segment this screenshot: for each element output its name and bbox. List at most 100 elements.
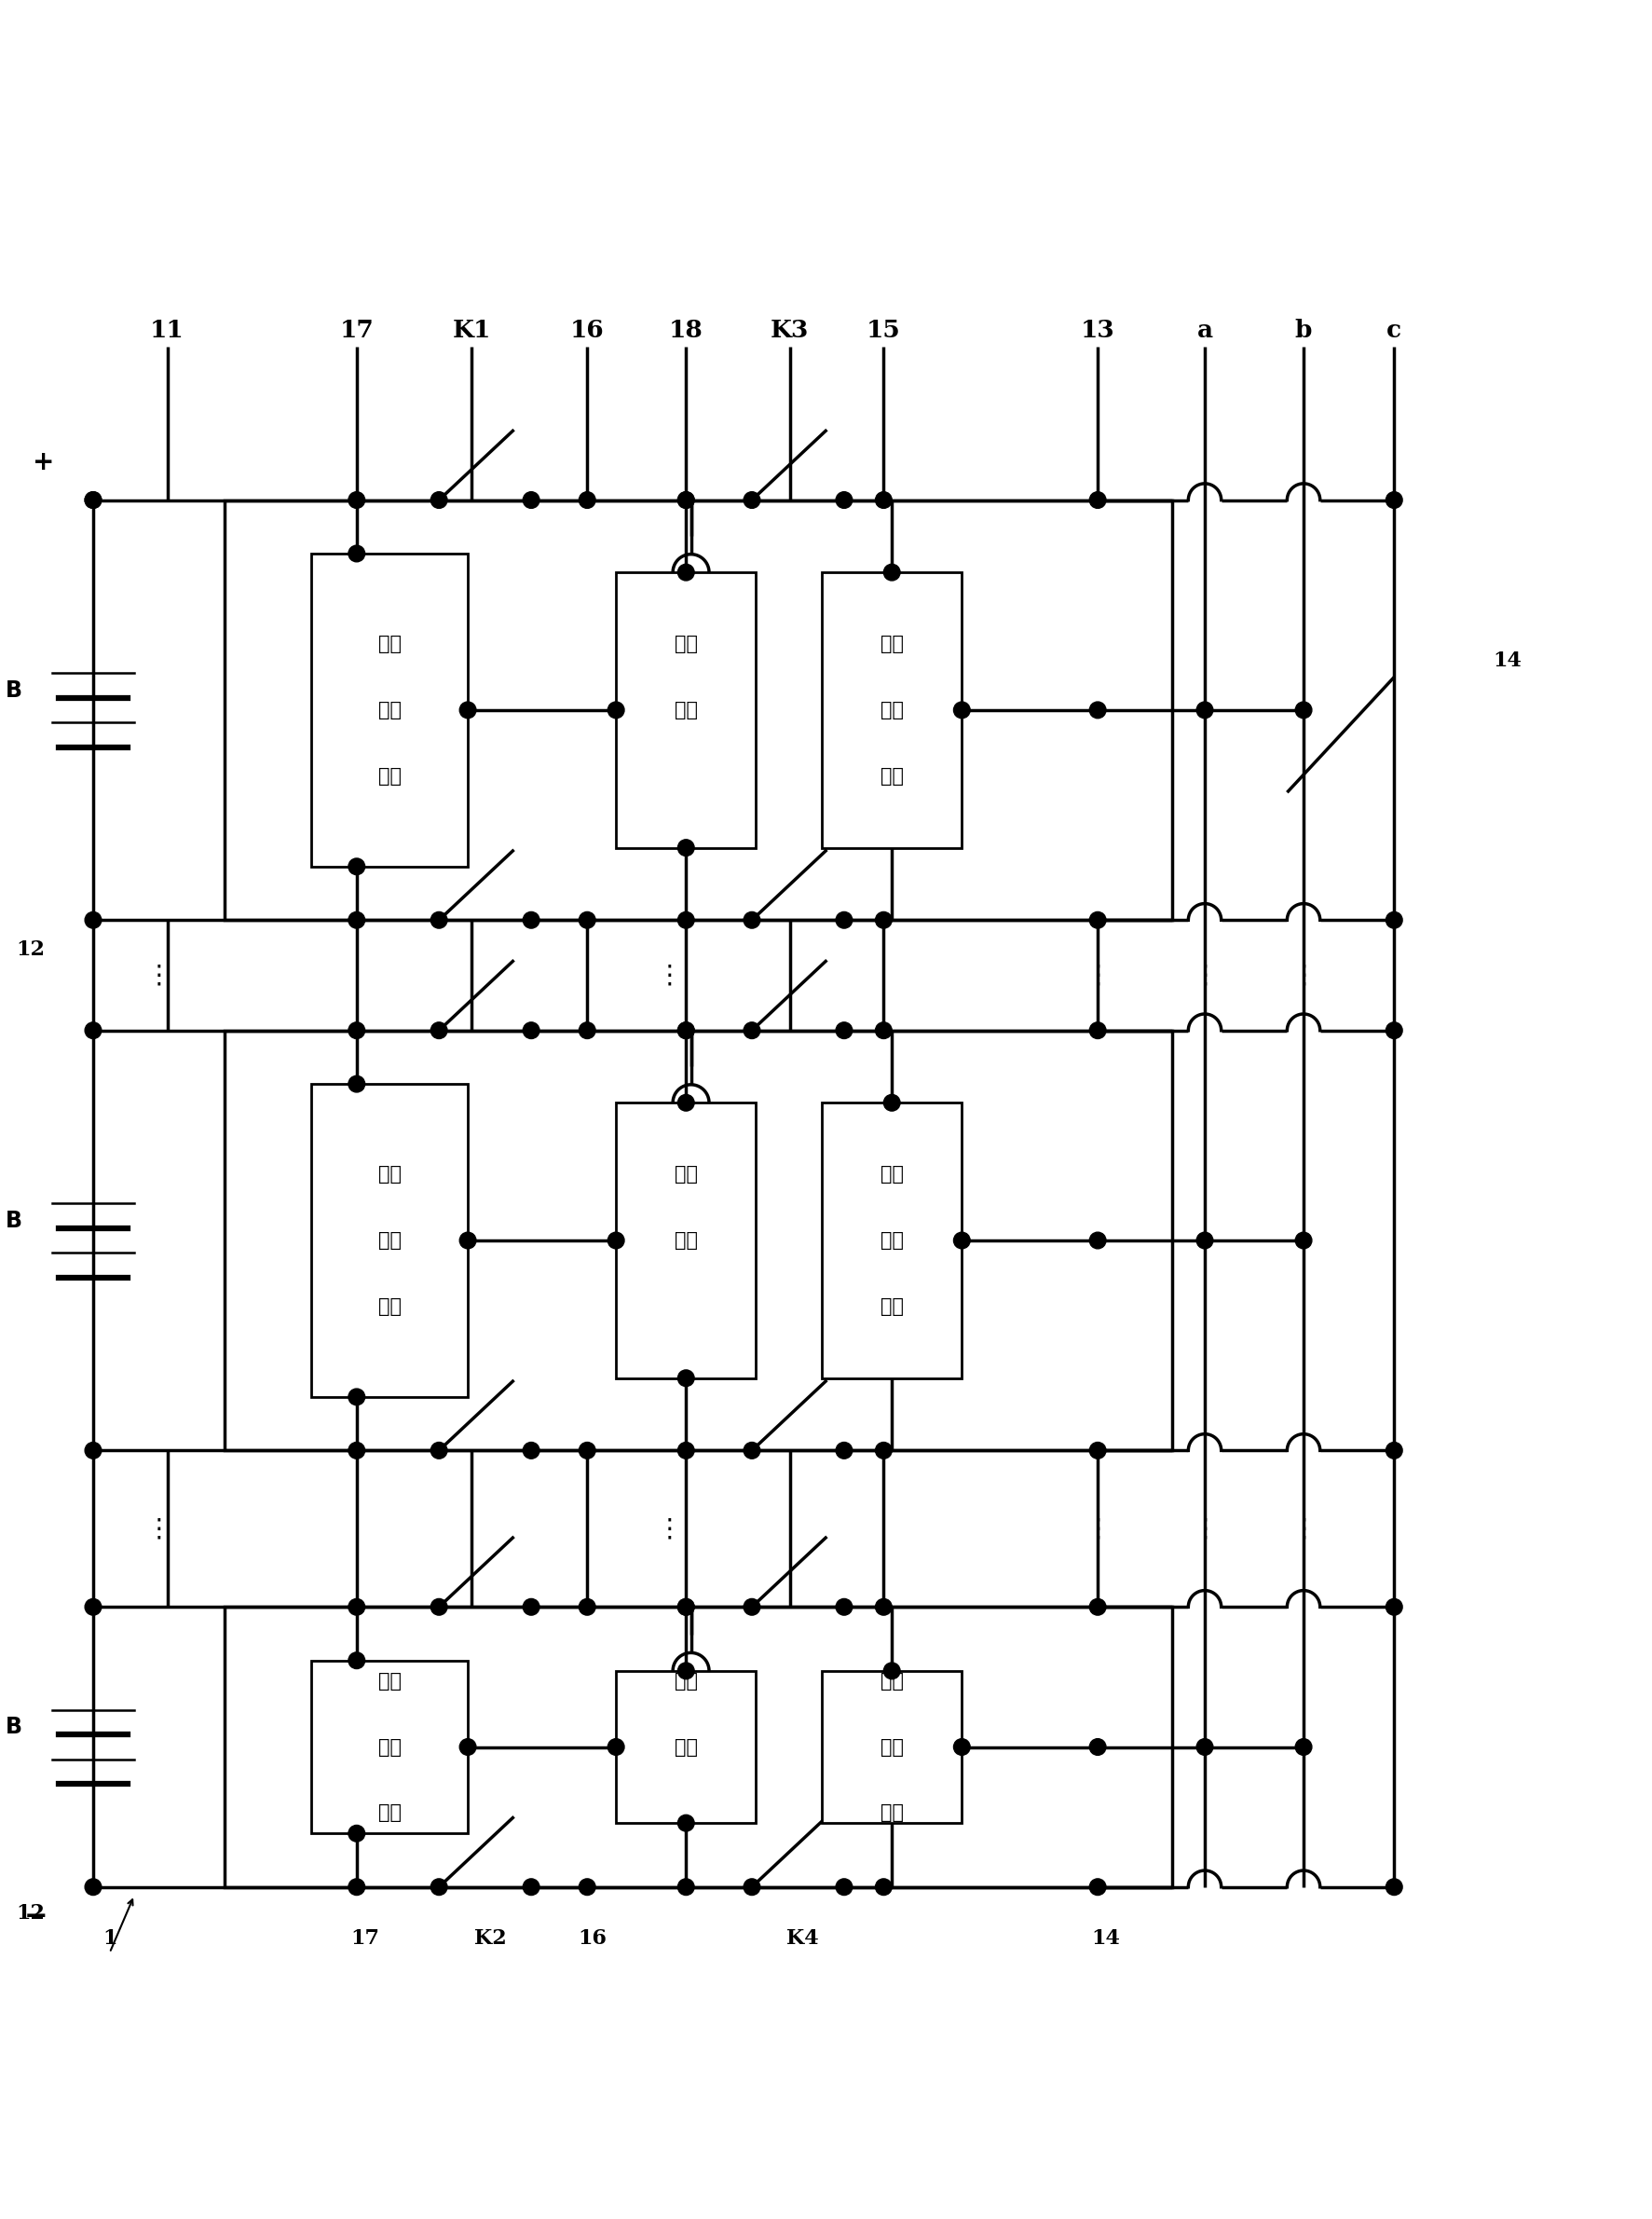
Circle shape <box>1089 1023 1105 1038</box>
Text: 储能: 储能 <box>674 635 697 652</box>
Circle shape <box>677 839 694 857</box>
Text: 开关: 开关 <box>881 1165 904 1185</box>
Circle shape <box>1386 912 1403 928</box>
Circle shape <box>836 1442 852 1458</box>
Circle shape <box>884 1662 900 1680</box>
Circle shape <box>743 1879 760 1895</box>
Circle shape <box>524 1598 540 1615</box>
Bar <box>311 553 468 868</box>
Text: +: + <box>33 448 55 475</box>
Circle shape <box>524 1023 540 1038</box>
Circle shape <box>876 912 892 928</box>
Text: ⋮: ⋮ <box>145 963 172 987</box>
Text: c: c <box>1386 320 1401 342</box>
Circle shape <box>84 912 101 928</box>
Circle shape <box>431 912 448 928</box>
Text: 模块: 模块 <box>881 1298 904 1316</box>
Circle shape <box>608 701 624 719</box>
Circle shape <box>677 1598 694 1615</box>
Circle shape <box>743 912 760 928</box>
Circle shape <box>677 1442 694 1458</box>
Circle shape <box>1295 1232 1312 1249</box>
Circle shape <box>677 1598 694 1615</box>
Circle shape <box>743 1598 760 1615</box>
Text: 1: 1 <box>102 1928 117 1948</box>
Circle shape <box>459 1740 476 1755</box>
Circle shape <box>459 1232 476 1249</box>
Circle shape <box>578 493 595 508</box>
Circle shape <box>84 493 101 508</box>
Text: 隔离: 隔离 <box>378 635 401 652</box>
Circle shape <box>953 1740 970 1755</box>
Text: ⋮: ⋮ <box>1290 963 1317 987</box>
Circle shape <box>1089 912 1105 928</box>
Circle shape <box>677 1094 694 1112</box>
Bar <box>823 1103 961 1378</box>
Circle shape <box>743 1442 760 1458</box>
Circle shape <box>1089 1598 1105 1615</box>
Circle shape <box>524 912 540 928</box>
Text: ⋮: ⋮ <box>145 1516 172 1542</box>
Circle shape <box>84 1879 101 1895</box>
Circle shape <box>349 859 365 874</box>
Circle shape <box>349 1879 365 1895</box>
Text: ⋮: ⋮ <box>1191 963 1218 987</box>
Text: K2: K2 <box>474 1928 506 1948</box>
Circle shape <box>677 1369 694 1387</box>
Circle shape <box>677 564 694 581</box>
Circle shape <box>743 493 760 508</box>
Circle shape <box>459 701 476 719</box>
Text: 17: 17 <box>340 320 373 342</box>
Circle shape <box>677 912 694 928</box>
Circle shape <box>836 912 852 928</box>
Circle shape <box>1196 1740 1213 1755</box>
Bar <box>823 573 961 848</box>
Text: 17: 17 <box>350 1928 380 1948</box>
Text: a: a <box>1196 320 1213 342</box>
Circle shape <box>84 1023 101 1038</box>
Text: 11: 11 <box>150 320 185 342</box>
Circle shape <box>743 1023 760 1038</box>
Text: 驱动: 驱动 <box>881 1737 904 1755</box>
Circle shape <box>1386 493 1403 508</box>
Circle shape <box>578 1023 595 1038</box>
Circle shape <box>876 1442 892 1458</box>
Circle shape <box>349 1076 365 1092</box>
Text: ⋮: ⋮ <box>1085 963 1110 987</box>
Circle shape <box>1089 493 1105 508</box>
Text: 电源: 电源 <box>378 1737 401 1755</box>
Circle shape <box>431 1598 448 1615</box>
Circle shape <box>677 493 694 508</box>
Text: 16: 16 <box>570 320 605 342</box>
Circle shape <box>524 1442 540 1458</box>
Text: B: B <box>5 679 23 701</box>
Circle shape <box>608 1232 624 1249</box>
Circle shape <box>84 1598 101 1615</box>
Text: 驱动: 驱动 <box>881 701 904 719</box>
Text: 开关: 开关 <box>881 635 904 652</box>
Circle shape <box>1089 1232 1105 1249</box>
Text: 模块: 模块 <box>378 766 401 786</box>
Text: 电源: 电源 <box>378 1232 401 1249</box>
Circle shape <box>677 493 694 508</box>
Circle shape <box>349 1023 365 1038</box>
Text: 模块: 模块 <box>378 1298 401 1316</box>
Text: 16: 16 <box>578 1928 606 1948</box>
Circle shape <box>953 1232 970 1249</box>
Text: ⋮: ⋮ <box>1085 1516 1110 1542</box>
Circle shape <box>876 1879 892 1895</box>
Text: 13: 13 <box>1080 320 1115 342</box>
Text: 驱动: 驱动 <box>881 1232 904 1249</box>
Text: 开关: 开关 <box>881 1671 904 1691</box>
Circle shape <box>677 1662 694 1680</box>
Circle shape <box>349 546 365 561</box>
Circle shape <box>1295 1740 1312 1755</box>
Circle shape <box>677 1023 694 1038</box>
Text: 隔离: 隔离 <box>378 1165 401 1185</box>
Text: ⋮: ⋮ <box>1191 1516 1218 1542</box>
Text: B: B <box>5 1209 23 1232</box>
Circle shape <box>1295 701 1312 719</box>
Text: K3: K3 <box>770 320 809 342</box>
Text: 储能: 储能 <box>674 1671 697 1691</box>
Circle shape <box>349 1653 365 1669</box>
